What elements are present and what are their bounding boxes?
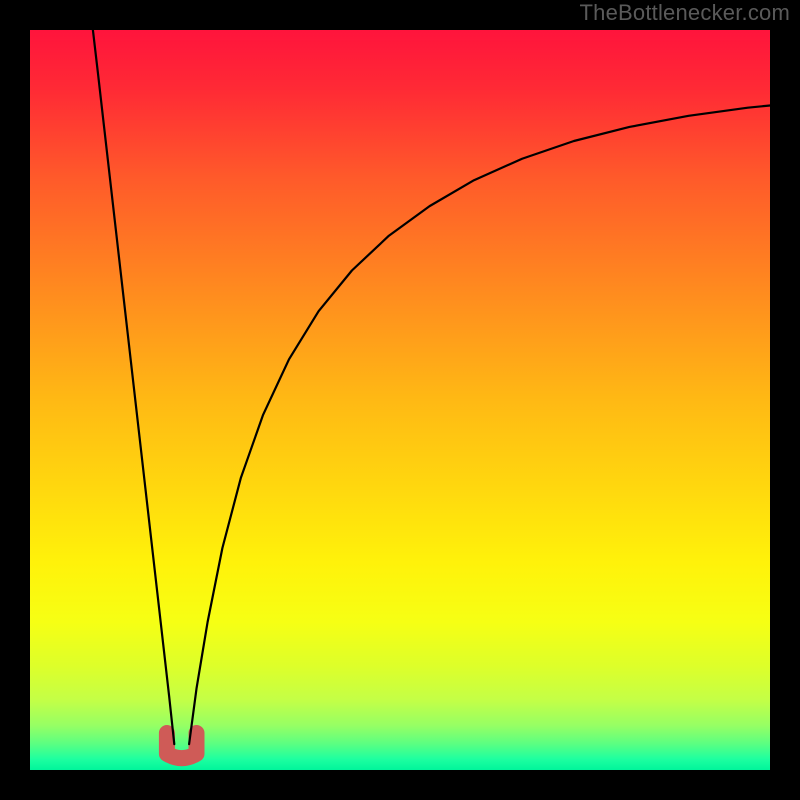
chart-frame: TheBottlenecker.com (0, 0, 800, 800)
gradient-background (30, 30, 770, 770)
gradient-svg (30, 30, 770, 770)
